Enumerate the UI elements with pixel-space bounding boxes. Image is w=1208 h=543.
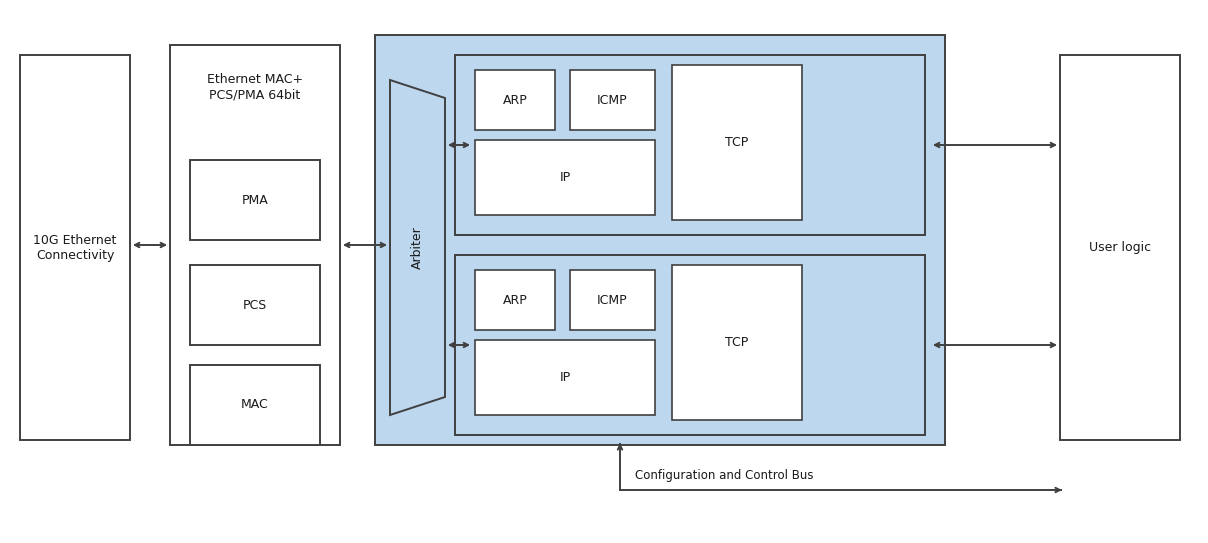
Bar	[672, 65, 802, 220]
Bar	[190, 365, 320, 445]
Bar	[475, 270, 554, 330]
Text: 10G Ethernet
Connectivity: 10G Ethernet Connectivity	[34, 233, 117, 262]
Text: TCP: TCP	[725, 136, 749, 149]
Bar	[475, 140, 655, 215]
Text: ICMP: ICMP	[597, 93, 628, 106]
Bar	[190, 265, 320, 345]
Text: PCS: PCS	[243, 299, 267, 312]
Bar	[170, 45, 339, 445]
Text: MAC: MAC	[242, 399, 269, 412]
Bar	[570, 270, 655, 330]
Bar	[1059, 55, 1180, 440]
Text: User logic: User logic	[1088, 241, 1151, 254]
Text: PMA: PMA	[242, 193, 268, 206]
Bar	[475, 70, 554, 130]
Text: Ethernet MAC+
PCS/PMA 64bit: Ethernet MAC+ PCS/PMA 64bit	[207, 73, 303, 101]
Bar	[672, 265, 802, 420]
Bar	[455, 255, 925, 435]
Text: TCP: TCP	[725, 336, 749, 349]
Polygon shape	[390, 80, 445, 415]
Text: IP: IP	[559, 171, 570, 184]
Bar	[570, 70, 655, 130]
Text: Arbiter: Arbiter	[411, 226, 424, 269]
Bar	[455, 55, 925, 235]
Text: Configuration and Control Bus: Configuration and Control Bus	[635, 469, 813, 482]
Text: ARP: ARP	[503, 93, 528, 106]
Bar	[21, 55, 130, 440]
Bar	[374, 35, 945, 445]
Text: ARP: ARP	[503, 294, 528, 306]
Bar	[475, 340, 655, 415]
Text: IP: IP	[559, 371, 570, 384]
Text: ICMP: ICMP	[597, 294, 628, 306]
Bar	[190, 160, 320, 240]
